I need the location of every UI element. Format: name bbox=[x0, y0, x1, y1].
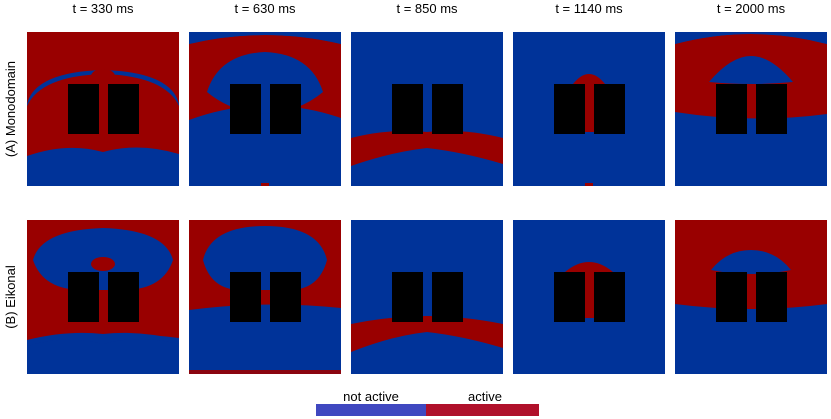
panel-eikonal-t2000 bbox=[675, 220, 827, 374]
column-title-t330: t = 330 ms bbox=[72, 1, 134, 16]
column-title-t630: t = 630 ms bbox=[234, 1, 296, 16]
legend-swatch-not-active bbox=[316, 404, 426, 416]
panel-monodomain-t1140 bbox=[513, 32, 665, 186]
panel-eikonal-t630 bbox=[189, 220, 341, 374]
panel-eikonal-t1140 bbox=[513, 220, 665, 374]
legend-label-active: active bbox=[468, 389, 502, 404]
column-title-t850: t = 850 ms bbox=[396, 1, 458, 16]
row-label-monodomain: (A) Monodomain bbox=[3, 60, 18, 158]
panel-monodomain-t850 bbox=[351, 32, 503, 186]
panel-eikonal-t330 bbox=[27, 220, 179, 374]
column-title-t1140: t = 1140 ms bbox=[555, 1, 623, 16]
panel-eikonal-t850 bbox=[351, 220, 503, 374]
row-label-eikonal: (B) Eikonal bbox=[3, 265, 18, 329]
panel-monodomain-t630 bbox=[189, 32, 341, 186]
legend-swatch-active bbox=[426, 404, 539, 416]
legend-label-not-active: not active bbox=[343, 389, 399, 404]
column-title-t2000: t = 2000 ms bbox=[716, 1, 786, 16]
panel-monodomain-t330 bbox=[27, 32, 179, 186]
panel-monodomain-t2000 bbox=[675, 32, 827, 186]
